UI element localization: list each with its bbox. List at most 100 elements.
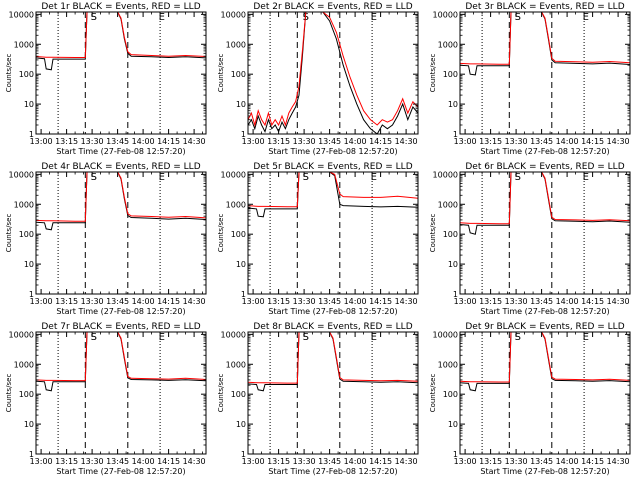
y-axis-label: Counts/sec [429,374,437,413]
plot-frame [35,331,207,455]
y-axis-label: Counts/sec [429,54,437,93]
y-axis-label: Counts/sec [217,374,225,413]
events-series-line [248,12,418,134]
y-tick-label: 100 [19,390,34,399]
y-tick-label: 10000 [9,330,34,339]
y-tick-label: 1 [29,290,34,299]
x-tick-label: 13:15 [479,137,502,146]
start-marker-label: S [91,172,97,183]
panel-title: Det 2r BLACK = Events, RED = LLD [253,2,412,12]
x-tick-label: 14:00 [344,297,367,306]
y-tick-label: 100 [231,390,246,399]
x-tick-label: 14:00 [132,297,155,306]
x-tick-label: 14:15 [369,137,392,146]
x-tick-label: 14:30 [607,457,630,466]
x-tick-label: 13:00 [242,297,265,306]
plot-frame [247,11,419,135]
y-tick-label: 10 [236,260,246,269]
lld-series-line [36,172,206,222]
y-tick-label: 1000 [14,200,34,209]
x-axis-label: Start Time (27-Feb-08 12:57:20) [480,307,609,316]
x-axis-label: Start Time (27-Feb-08 12:57:20) [480,467,609,476]
x-tick-label: 14:30 [395,137,418,146]
x-tick-label: 13:45 [106,137,129,146]
x-tick-label: 13:30 [293,457,316,466]
y-tick-label: 1000 [438,360,458,369]
y-tick-label: 1 [453,290,458,299]
y-tick-label: 10000 [9,10,34,19]
events-series-line [460,172,630,235]
y-tick-label: 1 [241,290,246,299]
y-tick-label: 100 [443,70,458,79]
x-axis-label: Start Time (27-Feb-08 12:57:20) [56,467,185,476]
x-tick-label: 13:30 [505,457,528,466]
x-tick-label: 13:45 [530,297,553,306]
x-tick-label: 14:30 [607,137,630,146]
x-tick-label: 13:15 [267,137,290,146]
y-tick-label: 100 [443,230,458,239]
x-tick-label: 13:00 [30,457,53,466]
x-tick-label: 13:30 [293,297,316,306]
lld-series-line [248,172,418,208]
end-marker-label: E [583,12,589,23]
x-axis-label: Start Time (27-Feb-08 12:57:20) [268,147,397,156]
lld-series-line [36,332,206,382]
x-tick-label: 14:00 [132,137,155,146]
x-tick-label: 13:45 [318,457,341,466]
y-tick-label: 100 [231,70,246,79]
x-tick-label: 13:15 [267,457,290,466]
y-tick-label: 10000 [433,170,458,179]
y-tick-label: 1000 [226,40,246,49]
lld-series-line [460,12,630,65]
y-tick-label: 1 [29,130,34,139]
y-tick-label: 1000 [438,200,458,209]
x-tick-label: 13:45 [106,457,129,466]
x-tick-label: 13:00 [30,297,53,306]
plot-frame [459,171,631,295]
x-tick-label: 14:15 [581,457,604,466]
plot-frame [247,171,419,295]
end-marker-label: E [371,12,377,23]
y-tick-label: 1 [241,130,246,139]
x-tick-label: 13:00 [242,137,265,146]
y-axis-label: Counts/sec [217,214,225,253]
x-tick-label: 14:00 [556,137,579,146]
start-marker-label: S [515,12,521,23]
x-axis-label: Start Time (27-Feb-08 12:57:20) [480,147,609,156]
end-marker-label: E [583,332,589,343]
x-tick-label: 13:30 [81,137,104,146]
y-tick-label: 10 [24,420,34,429]
events-series-line [248,172,418,218]
x-tick-label: 13:45 [106,297,129,306]
x-tick-label: 14:15 [369,297,392,306]
lld-series-line [460,172,630,225]
x-tick-label: 14:30 [183,137,206,146]
y-axis-label: Counts/sec [5,54,13,93]
y-tick-label: 10000 [433,330,458,339]
lld-series-line [36,12,206,58]
panel-title: Det 4r BLACK = Events, RED = LLD [41,162,200,172]
y-tick-label: 10000 [221,330,246,339]
x-tick-label: 13:30 [505,297,528,306]
events-series-line [36,12,206,71]
y-tick-label: 10 [236,420,246,429]
end-marker-label: E [159,12,165,23]
lld-series-line [248,12,418,127]
y-tick-label: 10 [448,420,458,429]
x-tick-label: 13:15 [55,457,78,466]
x-tick-label: 13:15 [479,457,502,466]
events-series-line [460,332,630,392]
y-tick-label: 1000 [14,360,34,369]
lld-series-line [248,332,418,384]
panel-title: Det 3r BLACK = Events, RED = LLD [465,2,624,12]
end-marker-label: E [159,332,165,343]
x-tick-label: 14:30 [395,297,418,306]
y-axis-label: Counts/sec [429,214,437,253]
